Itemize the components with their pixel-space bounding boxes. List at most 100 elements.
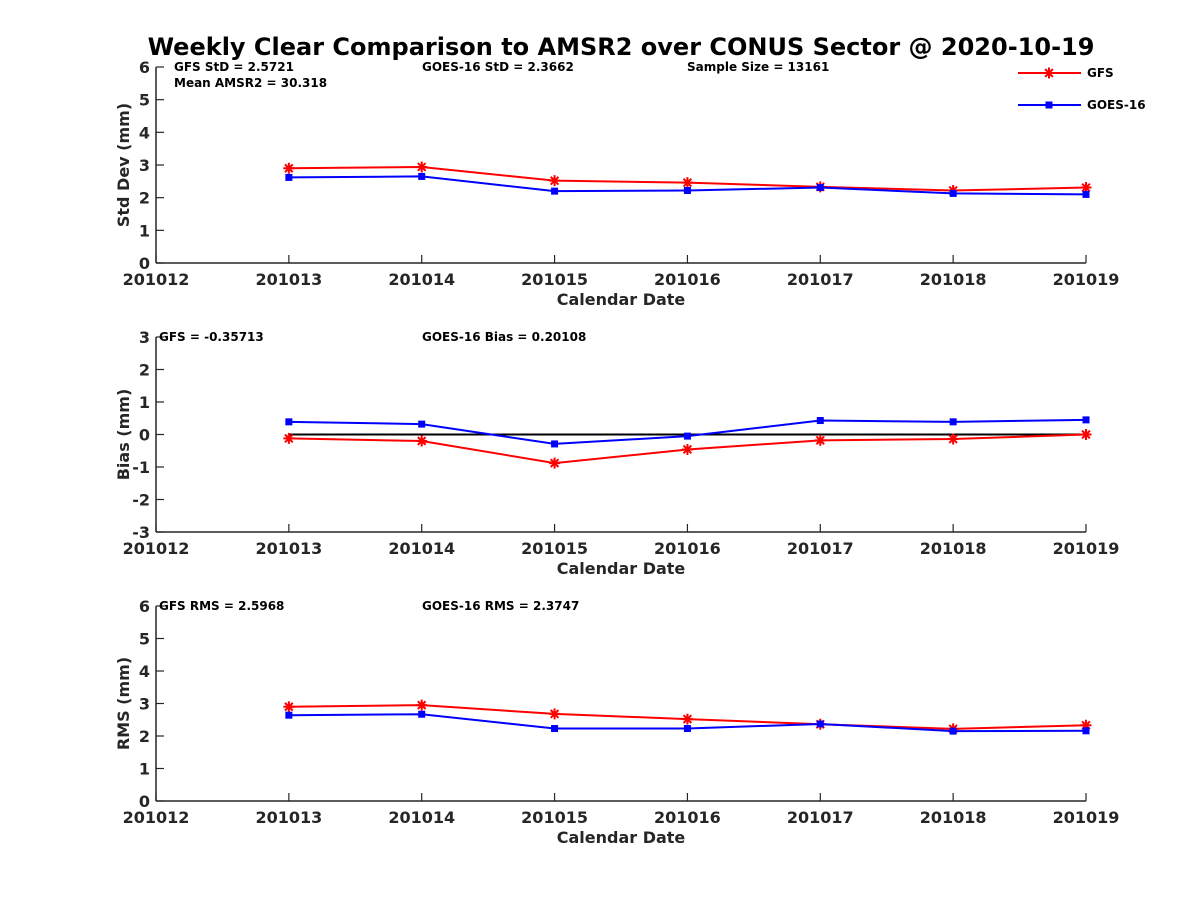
y-tick-label: 3 [139, 156, 150, 175]
data-point-gfs [681, 713, 693, 725]
y-axis-label: RMS (mm) [114, 657, 133, 750]
y-tick-label: -2 [132, 491, 150, 510]
data-point-gfs [416, 435, 428, 447]
stat-annotation: GFS RMS = 2.5968 [159, 599, 284, 613]
x-tick-label: 201017 [787, 808, 854, 827]
chart-panel-1: 201012 201013 201014 201015 201016 201017 2010… [114, 58, 1119, 309]
data-point-goes-16 [816, 184, 824, 192]
y-tick-label: 6 [139, 58, 150, 77]
y-tick-label: 1 [139, 760, 150, 779]
data-point-goes-16 [683, 432, 691, 440]
x-tick-label: 201013 [255, 808, 322, 827]
chart-title: Weekly Clear Comparison to AMSR2 over CO… [148, 33, 1095, 61]
data-point-goes-16 [551, 187, 559, 195]
data-point-gfs [283, 162, 295, 174]
stat-annotation: GFS StD = 2.5721 [174, 60, 294, 74]
x-tick-label: 201013 [255, 539, 322, 558]
x-tick-label: 201017 [787, 270, 854, 289]
y-tick-label: 4 [139, 662, 150, 681]
data-point-goes-16 [418, 420, 426, 428]
x-tick-label: 201014 [388, 539, 455, 558]
data-point-gfs [681, 177, 693, 189]
x-tick-label: 201019 [1053, 808, 1120, 827]
x-tick-label: 201012 [123, 808, 190, 827]
y-tick-label: 0 [139, 426, 150, 445]
x-tick-label: 201012 [123, 539, 190, 558]
x-tick-label: 201012 [123, 270, 190, 289]
x-axis-label: Calendar Date [557, 290, 686, 309]
data-point-gfs [549, 175, 561, 187]
legend-label-gfs: GFS [1087, 66, 1114, 80]
data-point-gfs [549, 457, 561, 469]
stat-annotation: GOES-16 StD = 2.3662 [422, 60, 574, 74]
data-point-gfs [1080, 719, 1092, 731]
y-tick-label: -1 [132, 458, 150, 477]
x-tick-label: 201013 [255, 270, 322, 289]
y-tick-label: 1 [139, 393, 150, 412]
data-point-gfs [1080, 182, 1092, 194]
x-tick-label: 201014 [388, 270, 455, 289]
y-tick-label: 1 [139, 221, 150, 240]
data-point-gfs [549, 708, 561, 720]
stat-annotation: GOES-16 Bias = 0.20108 [422, 330, 586, 344]
y-tick-label: 3 [139, 695, 150, 714]
data-point-goes-16 [1082, 190, 1090, 198]
y-tick-label: 0 [139, 792, 150, 811]
data-point-goes-16 [285, 418, 293, 426]
chart-panel-3: 201012 201013 201014 201015 201016 201017 2010… [114, 597, 1119, 847]
data-point-gfs [1080, 429, 1092, 440]
data-point-goes-16 [683, 725, 691, 733]
data-point-goes-16 [949, 189, 957, 197]
x-tick-label: 201015 [521, 539, 588, 558]
data-point-gfs [947, 433, 959, 445]
stat-annotation: GOES-16 RMS = 2.3747 [422, 599, 579, 613]
x-axis-label: Calendar Date [557, 828, 686, 847]
y-tick-label: 5 [139, 91, 150, 110]
data-point-goes-16 [1082, 416, 1090, 424]
data-point-gfs [283, 432, 295, 444]
data-point-goes-16 [418, 172, 426, 180]
x-tick-label: 201014 [388, 808, 455, 827]
y-tick-label: 0 [139, 254, 150, 273]
legend-marker-goes-16 [1045, 101, 1053, 109]
x-tick-label: 201018 [920, 270, 987, 289]
chart-panel-2: 201012 201013 201014 201015 201016 201017 2010… [114, 328, 1119, 578]
data-point-goes-16 [418, 710, 426, 718]
data-point-gfs [416, 161, 428, 173]
x-tick-label: 201017 [787, 539, 854, 558]
x-tick-label: 201018 [920, 539, 987, 558]
data-point-goes-16 [683, 186, 691, 194]
data-point-goes-16 [551, 440, 559, 448]
y-tick-label: 2 [139, 727, 150, 746]
x-tick-label: 201015 [521, 270, 588, 289]
x-tick-label: 201016 [654, 808, 721, 827]
y-axis-label: Std Dev (mm) [114, 103, 133, 227]
data-point-goes-16 [949, 418, 957, 426]
data-point-goes-16 [551, 725, 559, 733]
legend-marker-gfs [1043, 67, 1055, 79]
y-tick-label: -3 [132, 523, 150, 542]
x-tick-label: 201019 [1053, 270, 1120, 289]
data-point-goes-16 [816, 720, 824, 728]
y-tick-label: 5 [139, 630, 150, 649]
legend: GFS GOES-16 [1018, 66, 1146, 112]
x-tick-label: 201016 [654, 539, 721, 558]
data-point-goes-16 [285, 711, 293, 719]
x-axis-label: Calendar Date [557, 559, 686, 578]
legend-label-goes-16: GOES-16 [1087, 98, 1146, 112]
y-axis-label: Bias (mm) [114, 389, 133, 481]
x-tick-label: 201019 [1053, 539, 1120, 558]
y-tick-label: 2 [139, 361, 150, 380]
data-point-gfs [814, 434, 826, 446]
data-point-gfs [283, 701, 295, 713]
y-tick-label: 3 [139, 328, 150, 347]
data-point-goes-16 [285, 173, 293, 181]
data-point-gfs [681, 443, 693, 455]
y-tick-label: 2 [139, 189, 150, 208]
x-tick-label: 201015 [521, 808, 588, 827]
x-tick-label: 201018 [920, 808, 987, 827]
data-point-gfs [416, 699, 428, 711]
y-tick-label: 4 [139, 123, 150, 142]
